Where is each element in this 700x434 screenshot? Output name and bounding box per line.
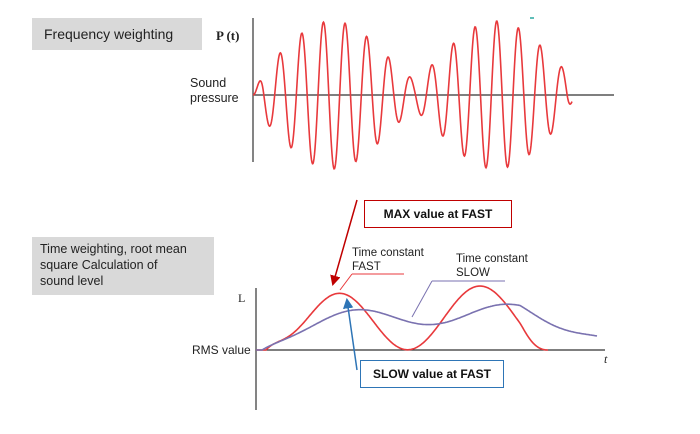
bottom-y-axis-label: L <box>238 291 246 305</box>
slow-time-constant-line-2: SLOW <box>456 267 490 279</box>
fast-time-constant-line-2: FAST <box>352 261 381 273</box>
max-value-callout: MAX value at FAST <box>364 200 512 228</box>
rms-value-label: RMS value <box>192 343 251 357</box>
time-weighting-line-3: sound level <box>40 274 104 288</box>
fast-time-constant-line-1: Time constant <box>352 247 424 259</box>
fast-rms-curve <box>256 285 548 351</box>
slow-value-arrow <box>342 297 358 371</box>
slow-constant-leader-diagonal <box>411 280 433 318</box>
fast-constant-leader-diagonal <box>339 273 353 291</box>
slow-time-constant-label: Time constant SLOW <box>456 252 528 280</box>
sound-pressure-label: Sound pressure <box>190 76 239 106</box>
time-weighting-line-1: Time weighting, root mean <box>40 242 187 256</box>
fast-time-constant-label: Time constant FAST <box>352 246 424 274</box>
max-value-arrow <box>330 199 358 287</box>
frequency-weighting-label: Frequency weighting <box>32 18 202 50</box>
sound-pressure-waveform <box>252 20 573 170</box>
slow-rms-curve <box>256 303 598 351</box>
time-weighting-label: Time weighting, root mean square Calcula… <box>32 237 214 295</box>
sound-pressure-line-1: Sound <box>190 76 227 90</box>
top-y-axis-label: P (t) <box>216 28 240 43</box>
slow-time-constant-line-1: Time constant <box>456 253 528 265</box>
time-weighting-line-2: square Calculation of <box>40 258 158 272</box>
bottom-x-axis-label: t <box>604 352 608 366</box>
slow-value-callout: SLOW value at FAST <box>360 360 504 388</box>
sound-pressure-line-2: pressure <box>190 91 239 105</box>
